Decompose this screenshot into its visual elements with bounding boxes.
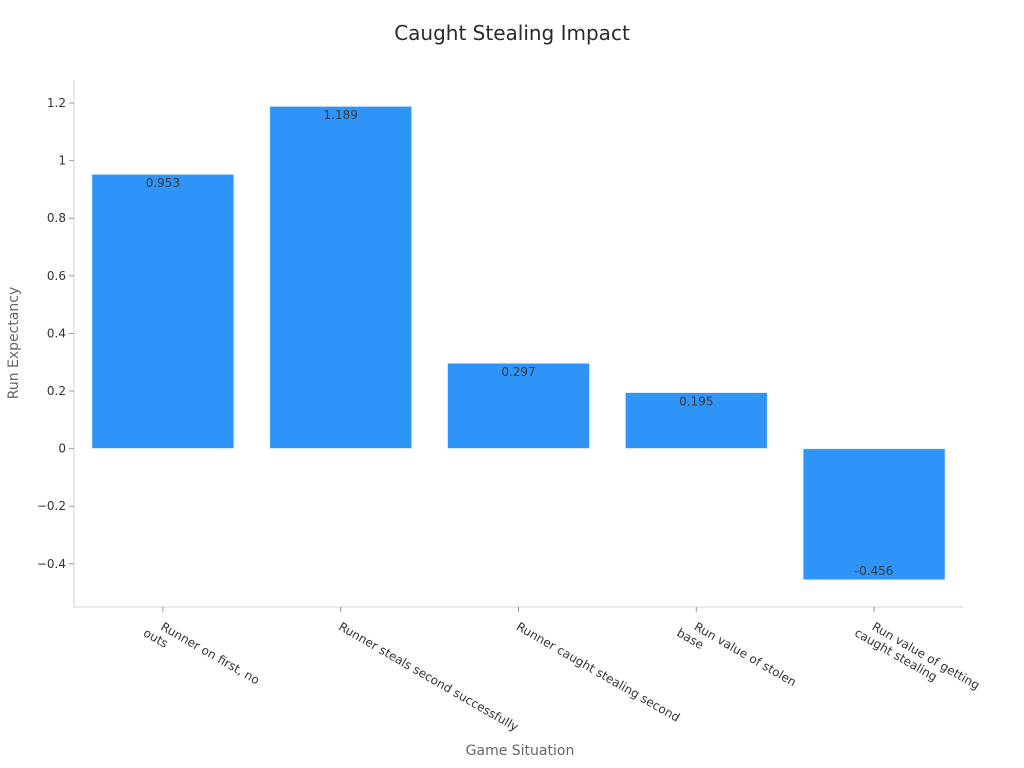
y-tick-label: 0.4 <box>47 326 66 340</box>
y-tick-label: −0.2 <box>37 499 66 513</box>
y-tick-label: 0.6 <box>47 269 66 283</box>
x-tick-label: Runner steals second successfully <box>336 619 521 734</box>
x-tick-label: Runner caught stealing second <box>514 619 682 724</box>
y-tick-label: 0.2 <box>47 384 66 398</box>
x-tick-label-line: Runner on first, no <box>158 619 262 687</box>
y-axis-title: Run Expectancy <box>6 287 22 400</box>
bar <box>91 173 235 450</box>
y-tick-label: −0.4 <box>37 557 66 571</box>
data-label: 0.195 <box>679 394 713 408</box>
bar <box>446 362 591 450</box>
bar <box>802 448 946 581</box>
bar <box>624 391 768 450</box>
data-label: 1.189 <box>324 108 358 122</box>
y-tick-label: 1 <box>58 154 66 168</box>
x-tick-label-line: Runner caught stealing second <box>514 619 682 724</box>
x-tick-label-line: Runner steals second successfully <box>336 619 521 734</box>
plot-area: −0.4 −0.2 0 0.2 0.4 0.6 0.8 1 1.2 0.953 Runner on … <box>37 80 982 734</box>
data-label: 0.297 <box>501 365 535 379</box>
y-tick-label: 1.2 <box>47 96 66 110</box>
x-axis-title: Game Situation <box>466 743 575 759</box>
data-label: -0.456 <box>855 564 894 578</box>
y-tick-label: 0.8 <box>47 211 66 225</box>
x-tick-label-line: Run value of stolen <box>692 619 799 689</box>
bar <box>269 105 413 450</box>
data-label: 0.953 <box>146 176 180 190</box>
chart-title: Caught Stealing Impact <box>394 21 630 45</box>
y-tick-label: 0 <box>58 442 66 456</box>
